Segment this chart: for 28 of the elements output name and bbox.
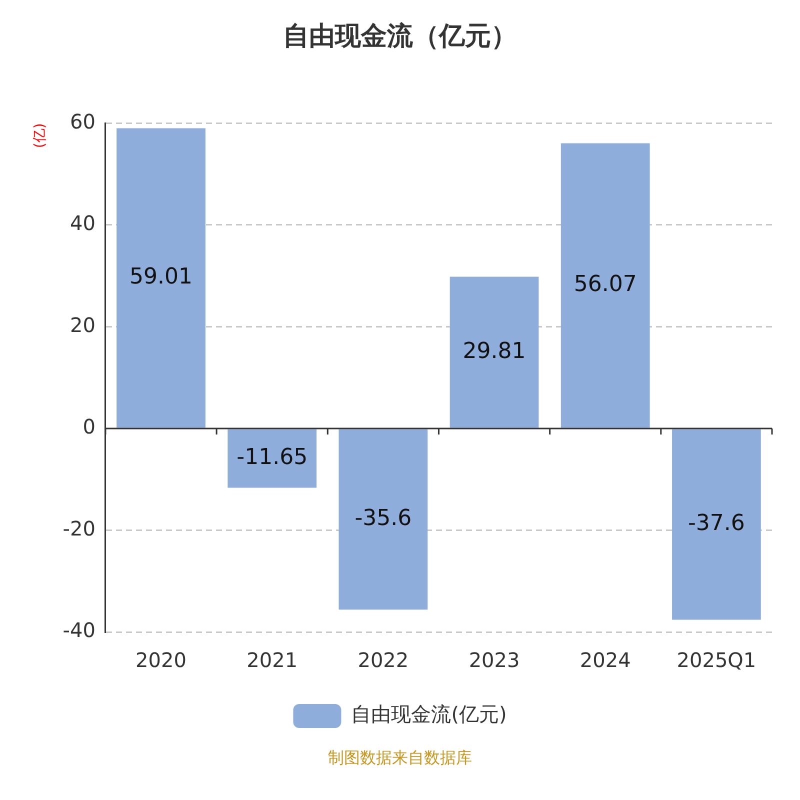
bar: [338, 429, 428, 610]
legend-label: 自由现金流(亿元): [351, 702, 507, 726]
data-label: 59.01: [130, 264, 193, 290]
data-label: 56.07: [574, 272, 637, 298]
y-tick-label: 60: [70, 109, 96, 134]
x-tick-label: 2022: [358, 648, 409, 672]
bar: [116, 128, 206, 428]
bar: [228, 429, 317, 488]
x-tick-label: 2020: [136, 648, 186, 672]
data-label: -35.6: [354, 506, 412, 532]
x-tick-label: 2021: [246, 648, 298, 672]
bar: [672, 429, 761, 620]
x-tick-label: 2025Q1: [676, 648, 756, 672]
y-tick-label: 0: [82, 414, 96, 439]
x-tick-label: 2023: [468, 648, 520, 672]
text: 制图数据来自数据库: [327, 748, 473, 769]
y-axis-title: (亿): [32, 123, 48, 148]
data-label: -11.65: [236, 445, 308, 470]
y-tick-label: -20: [62, 516, 96, 540]
x-tick-label: 2024: [580, 648, 631, 672]
data-label: -37.6: [688, 511, 745, 536]
data-label: 29.81: [462, 338, 526, 364]
chart-title: 自由现金流（亿元）: [283, 21, 517, 52]
y-tick-label: 20: [70, 312, 96, 337]
y-tick-label: -40: [62, 618, 96, 642]
y-tick-label: 40: [70, 211, 96, 236]
bar: [450, 276, 539, 428]
bar: [560, 143, 650, 428]
